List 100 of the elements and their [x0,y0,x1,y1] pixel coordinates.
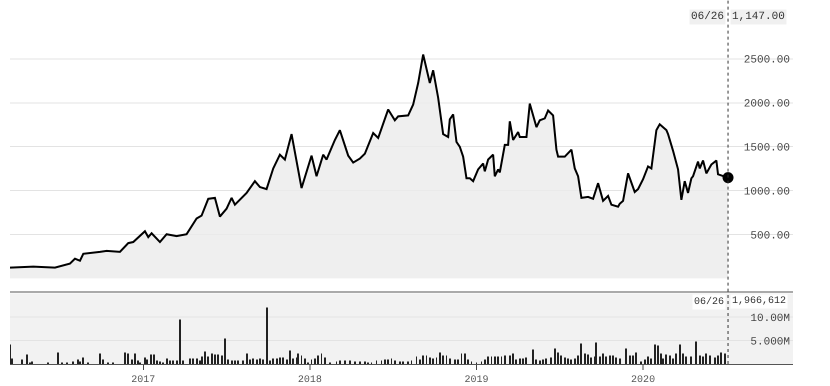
bar [724,353,726,364]
bar [169,360,171,364]
bar [669,355,671,364]
bar [439,352,441,364]
bar [124,352,126,364]
bar [214,354,216,364]
annotation: 06/26 [691,11,724,23]
bar [282,357,284,364]
bar [394,360,396,364]
bar [26,354,28,364]
bar [567,358,569,364]
bar [657,345,659,364]
bar [632,355,634,364]
bar [189,358,191,364]
bar [179,319,181,364]
bar [349,360,351,364]
bar [484,359,486,364]
bar [635,352,637,364]
bar [192,358,194,364]
bar [432,358,434,364]
bar [574,358,576,364]
bar [211,353,213,364]
bar [72,361,74,364]
bar [399,361,401,364]
bar [246,353,248,364]
bar [570,359,572,364]
bar [387,359,389,364]
bar [464,353,466,364]
bar [196,358,198,364]
bar [519,358,521,364]
bar [314,358,316,364]
bar [702,356,704,364]
bar [629,355,631,364]
bar [364,361,366,364]
bar [134,353,136,364]
bar [612,355,614,364]
bar [560,355,562,364]
bar [554,348,556,364]
bar [324,357,326,364]
bar [640,361,642,364]
bar [217,354,219,364]
bar [532,349,534,364]
bar [457,359,459,364]
bar [159,361,161,364]
bar [590,357,592,364]
bar [204,351,206,364]
bar [234,360,236,364]
y-tick-label: 500.00 [750,230,790,242]
bar [344,360,346,364]
bar [31,361,33,364]
bar [487,356,489,364]
bar [609,355,611,364]
bar [695,341,697,364]
bar [422,355,424,364]
bar [525,357,527,364]
y-tick-label: 5.000M [750,336,790,348]
bar [252,358,254,364]
x-tick-label: 2017 [131,375,156,386]
y-tick-label: 2500.00 [744,54,790,67]
bar [276,358,278,364]
bar [644,359,646,364]
bar [550,357,552,364]
bar [675,353,677,364]
y-tick-label: 1500.00 [744,142,790,155]
bar [580,343,582,364]
bar [705,353,707,364]
bar [685,356,687,364]
bar [144,357,146,364]
bar [602,353,604,364]
bar [709,355,711,364]
bar [679,344,681,364]
bar [77,359,79,364]
bar [199,360,201,364]
bar [497,356,499,364]
bar [599,356,601,364]
bar [150,354,152,364]
bar [407,361,409,364]
bar [21,359,23,364]
bar [419,359,421,364]
bar [429,357,431,364]
bar [317,355,319,364]
bar [625,348,627,364]
bar [647,356,649,364]
annotation: 1,147.00 [732,11,785,23]
bar [384,359,386,364]
bar [619,358,621,364]
bar [690,356,692,364]
bar [166,358,168,364]
bar [79,361,81,364]
bar [509,355,511,364]
bar [82,357,84,364]
bar [512,353,514,364]
bar [665,354,667,364]
bar [354,361,356,364]
bar [587,354,589,364]
bar [256,359,258,364]
bar [522,358,524,364]
bar [237,360,239,364]
y-tick-label: 10.00M [750,313,790,326]
bar [297,353,299,364]
